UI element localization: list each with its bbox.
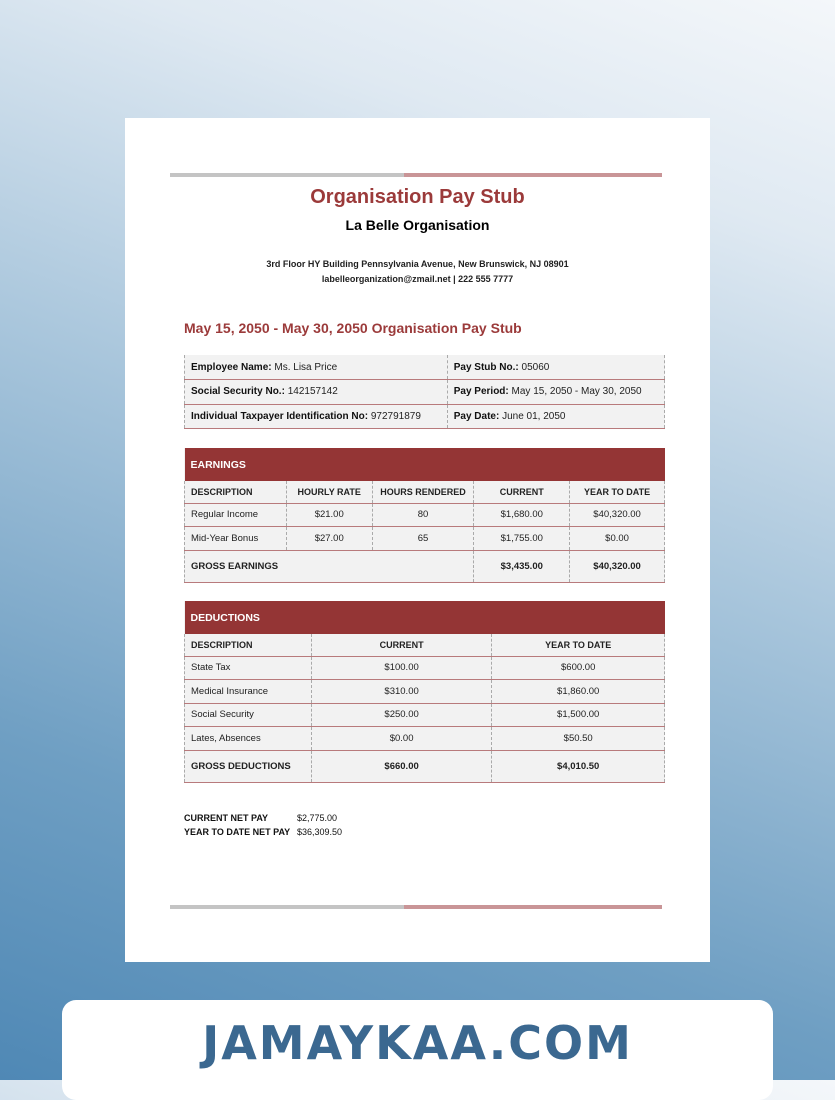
table-cell: 65 bbox=[371, 526, 475, 551]
table-cell: $1,680.00 bbox=[473, 503, 571, 527]
column-header: HOURS RENDERED bbox=[371, 481, 475, 504]
info-label: Pay Period: bbox=[453, 386, 509, 398]
info-value: 142157142 bbox=[287, 386, 338, 398]
company-name: La Belle Organisation bbox=[345, 217, 490, 233]
table-cell: 80 bbox=[371, 503, 475, 527]
earnings-section-title: EARNINGS bbox=[184, 448, 665, 481]
total-ytd: $40,320.00 bbox=[569, 550, 665, 583]
info-cell: Pay Date: June 01, 2050 bbox=[446, 404, 666, 429]
employee-info-table: Employee Name: Ms. Lisa Price Pay Stub No… bbox=[184, 355, 666, 429]
info-value: 05060 bbox=[521, 361, 550, 373]
table-row: State Tax $100.00 $600.00 bbox=[184, 656, 665, 680]
table-cell: $1,755.00 bbox=[473, 526, 571, 551]
column-header: HOURLY RATE bbox=[285, 481, 373, 504]
column-header: YEAR TO DATE bbox=[569, 481, 665, 504]
total-row: GROSS EARNINGS $3,435.00 $40,320.00 bbox=[183, 550, 665, 583]
table-cell: State Tax bbox=[184, 656, 312, 680]
info-cell: Social Security No.: 142157142 bbox=[184, 379, 448, 405]
column-header: CURRENT bbox=[310, 634, 493, 657]
table-cell: $100.00 bbox=[310, 656, 493, 680]
total-row: GROSS DEDUCTIONS $660.00 $4,010.50 bbox=[184, 750, 665, 783]
contact-line: labelleorganization@zmail.net | 222 555 … bbox=[321, 274, 514, 284]
bottom-divider bbox=[170, 905, 662, 909]
table-row: Mid-Year Bonus $27.00 65 $1,755.00 $0.00 bbox=[184, 526, 665, 551]
table-row: Regular Income $21.00 80 $1,680.00 $40,320.0… bbox=[184, 503, 665, 527]
total-label: GROSS EARNINGS bbox=[183, 550, 475, 583]
info-row: Social Security No.: 142157142 Pay Period… bbox=[184, 379, 666, 405]
table-cell: $1,500.00 bbox=[491, 703, 665, 727]
info-value: June 01, 2050 bbox=[502, 410, 566, 422]
info-row: Individual Taxpayer Identification No: 9… bbox=[184, 404, 666, 429]
pay-stub-page: Organisation Pay Stub La Belle Organisat… bbox=[125, 118, 710, 962]
table-row: Medical Insurance $310.00 $1,860.00 bbox=[184, 679, 665, 704]
table-cell: $50.50 bbox=[491, 726, 665, 751]
table-cell: Medical Insurance bbox=[184, 679, 312, 704]
total-current: $660.00 bbox=[310, 750, 493, 783]
total-label: GROSS DEDUCTIONS bbox=[184, 750, 312, 783]
table-cell: $40,320.00 bbox=[569, 503, 665, 527]
info-value: Ms. Lisa Price bbox=[274, 361, 338, 373]
info-cell: Employee Name: Ms. Lisa Price bbox=[184, 355, 448, 380]
ytd-net-pay-label: YEAR TO DATE NET PAY bbox=[184, 827, 291, 837]
table-row: Social Security $250.00 $1,500.00 bbox=[184, 703, 665, 727]
company-address: 3rd Floor HY Building Pennsylvania Avenu… bbox=[125, 257, 710, 287]
doc-title: Organisation Pay Stub bbox=[310, 186, 525, 208]
table-cell: $1,860.00 bbox=[491, 679, 665, 704]
deductions-header-row: DEDUCTIONS bbox=[184, 601, 665, 634]
top-divider bbox=[170, 173, 662, 177]
watermark-banner: JAMAYKAA.COM bbox=[62, 1000, 773, 1100]
table-cell: Social Security bbox=[184, 703, 312, 727]
ytd-net-pay-value: $36,309.50 bbox=[297, 827, 343, 837]
table-cell: $310.00 bbox=[310, 679, 493, 704]
earnings-table: EARNINGS DESCRIPTION HOURLY RATE HOURS REND… bbox=[183, 448, 665, 583]
info-label: Social Security No.: bbox=[191, 386, 285, 398]
current-net-pay-value: $2,775.00 bbox=[297, 813, 338, 823]
info-cell: Pay Period: May 15, 2050 - May 30, 2050 bbox=[446, 379, 666, 405]
table-cell: $21.00 bbox=[285, 503, 373, 527]
table-cell: $0.00 bbox=[310, 726, 493, 751]
info-cell: Individual Taxpayer Identification No: 9… bbox=[184, 404, 448, 429]
total-ytd: $4,010.50 bbox=[491, 750, 665, 783]
info-value: 972791879 bbox=[370, 410, 421, 422]
info-label: Individual Taxpayer Identification No: bbox=[191, 410, 369, 422]
address-line: 3rd Floor HY Building Pennsylvania Avenu… bbox=[266, 259, 569, 269]
current-net-pay-label: CURRENT NET PAY bbox=[184, 813, 269, 823]
column-header: YEAR TO DATE bbox=[491, 634, 665, 657]
info-row: Employee Name: Ms. Lisa Price Pay Stub No… bbox=[184, 355, 666, 380]
table-cell: Mid-Year Bonus bbox=[184, 526, 287, 551]
deductions-section-title: DEDUCTIONS bbox=[184, 601, 665, 634]
info-label: Pay Date: bbox=[453, 410, 500, 422]
period-heading: May 15, 2050 - May 30, 2050 Organisation… bbox=[184, 320, 522, 336]
info-label: Pay Stub No.: bbox=[453, 361, 519, 373]
table-cell: $27.00 bbox=[285, 526, 373, 551]
table-cell: $0.00 bbox=[569, 526, 665, 551]
column-header: DESCRIPTION bbox=[184, 481, 287, 504]
deductions-table: DEDUCTIONS DESCRIPTION CURRENT YEAR TO DATE… bbox=[184, 601, 665, 783]
info-label: Employee Name: bbox=[191, 361, 272, 373]
column-header: CURRENT bbox=[473, 481, 571, 504]
column-header-row: DESCRIPTION CURRENT YEAR TO DATE bbox=[184, 634, 665, 657]
table-row: Lates, Absences $0.00 $50.50 bbox=[184, 726, 665, 751]
table-cell: $600.00 bbox=[491, 656, 665, 680]
earnings-header-row: EARNINGS bbox=[184, 448, 665, 481]
table-cell: Regular Income bbox=[184, 503, 287, 527]
table-cell: $250.00 bbox=[310, 703, 493, 727]
info-cell: Pay Stub No.: 05060 bbox=[446, 355, 666, 380]
table-cell: Lates, Absences bbox=[184, 726, 312, 751]
info-value: May 15, 2050 - May 30, 2050 bbox=[511, 386, 642, 398]
watermark-logo: JAMAYKAA.COM bbox=[202, 1016, 633, 1070]
total-current: $3,435.00 bbox=[473, 550, 571, 583]
column-header-row: DESCRIPTION HOURLY RATE HOURS RENDERED CURR… bbox=[184, 481, 665, 504]
net-pay-summary: CURRENT NET PAY $2,775.00 YEAR TO DATE NE… bbox=[184, 811, 342, 839]
column-header: DESCRIPTION bbox=[184, 634, 312, 657]
